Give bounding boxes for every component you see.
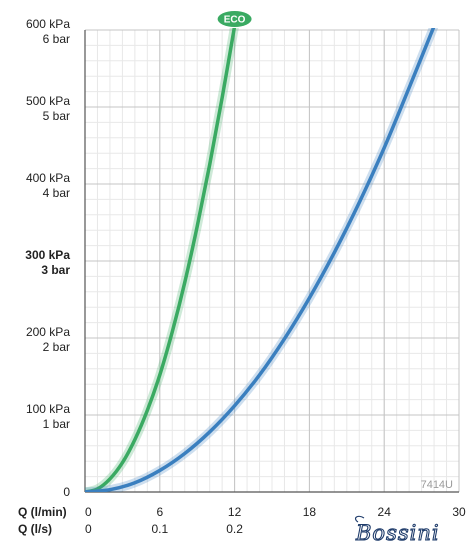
brand-logo: Bossini — [354, 515, 440, 546]
x-tick-label: 18 — [303, 505, 317, 519]
eco-badge-label: ECO — [224, 15, 246, 26]
x-tick-label: 30 — [452, 505, 466, 519]
x-secondary-tick-label: 0.2 — [226, 522, 243, 536]
brand-logo-swash — [355, 515, 365, 523]
y-tick-label-bar: 5 bar — [43, 109, 70, 123]
x-tick-label: 0 — [85, 505, 92, 519]
y-tick-label-kpa: 100 kPa — [26, 402, 70, 416]
x-tick-label: 12 — [228, 505, 242, 519]
y-tick-label-kpa: 600 kPa — [26, 17, 70, 31]
x-tick-label: 24 — [378, 505, 392, 519]
y-tick-label-bar: 1 bar — [43, 417, 70, 431]
y-tick-label-kpa: 200 kPa — [26, 325, 70, 339]
y-tick-label-bar: 6 bar — [43, 32, 70, 46]
y-tick-label-kpa: 400 kPa — [26, 171, 70, 185]
x-secondary-tick-label: 0 — [85, 522, 92, 536]
brand-logo-lettering: Bossini — [355, 521, 440, 545]
x-axis-secondary-label: Q (l/s) — [18, 522, 52, 536]
y-tick-label-bar: 4 bar — [43, 186, 70, 200]
y-tick-label-bar: 2 bar — [43, 340, 70, 354]
x-tick-label: 6 — [156, 505, 163, 519]
model-code-label: 7414U — [421, 479, 453, 491]
series-line-0 — [85, 28, 237, 492]
x-axis-label: Q (l/min) — [18, 505, 67, 519]
eco-badge — [217, 11, 252, 27]
x-secondary-tick-label: 0.1 — [151, 522, 168, 536]
y-tick-label-bar: 3 bar — [41, 263, 70, 277]
series-line-1 — [85, 28, 436, 492]
y-tick-label-kpa: 500 kPa — [26, 94, 70, 108]
y-tick-label-kpa: 300 kPa — [25, 248, 70, 262]
y-tick-label-kpa: 0 — [63, 485, 70, 499]
